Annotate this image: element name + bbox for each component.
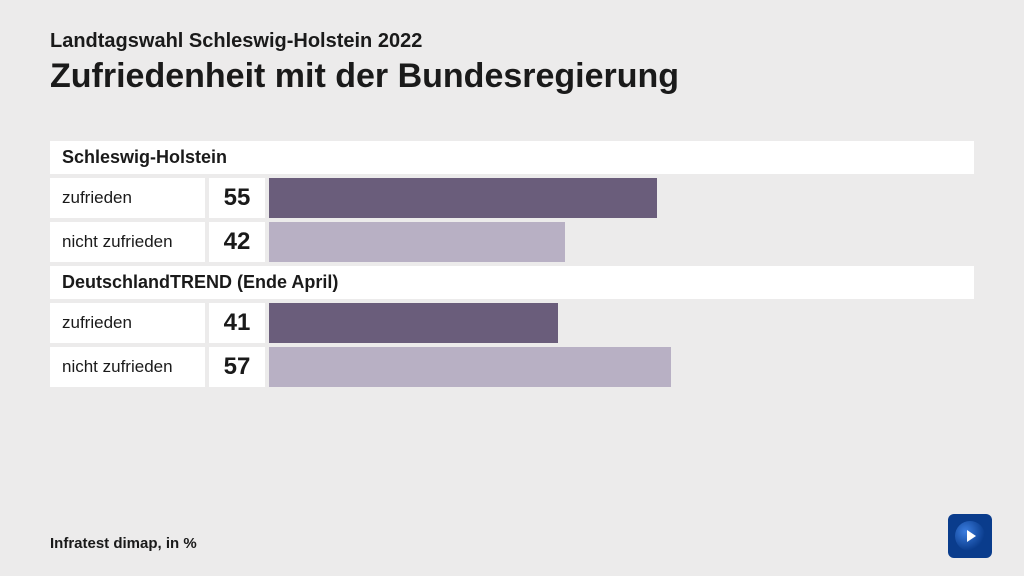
bar-track [269, 222, 974, 262]
bar-row: nicht zufrieden 57 [50, 347, 974, 387]
play-icon [967, 530, 976, 542]
bar-value: 55 [209, 178, 265, 218]
bar-track [269, 303, 974, 343]
bar-row: zufrieden 55 [50, 178, 974, 218]
globe-icon [955, 521, 985, 551]
bar-value: 57 [209, 347, 265, 387]
chart-source: Infratest dimap, in % [50, 535, 197, 552]
section-header: DeutschlandTREND (Ende April) [50, 266, 974, 299]
bar-value: 41 [209, 303, 265, 343]
bar-row: nicht zufrieden 42 [50, 222, 974, 262]
bar-fill-zufrieden [269, 303, 558, 343]
bar-row: zufrieden 41 [50, 303, 974, 343]
chart-subtitle: Landtagswahl Schleswig-Holstein 2022 [50, 30, 974, 53]
bar-track [269, 178, 974, 218]
bar-label: zufrieden [50, 178, 205, 218]
bar-fill-nicht-zufrieden [269, 347, 671, 387]
bar-fill-zufrieden [269, 178, 657, 218]
bar-label: zufrieden [50, 303, 205, 343]
bar-label: nicht zufrieden [50, 222, 205, 262]
section-header: Schleswig-Holstein [50, 141, 974, 174]
bar-label: nicht zufrieden [50, 347, 205, 387]
bar-track [269, 347, 974, 387]
bar-value: 42 [209, 222, 265, 262]
chart-title: Zufriedenheit mit der Bundesregierung [50, 57, 974, 96]
satisfaction-bar-chart: Schleswig-Holstein zufrieden 55 nicht zu… [50, 141, 974, 387]
bar-fill-nicht-zufrieden [269, 222, 565, 262]
broadcaster-logo [948, 514, 992, 558]
